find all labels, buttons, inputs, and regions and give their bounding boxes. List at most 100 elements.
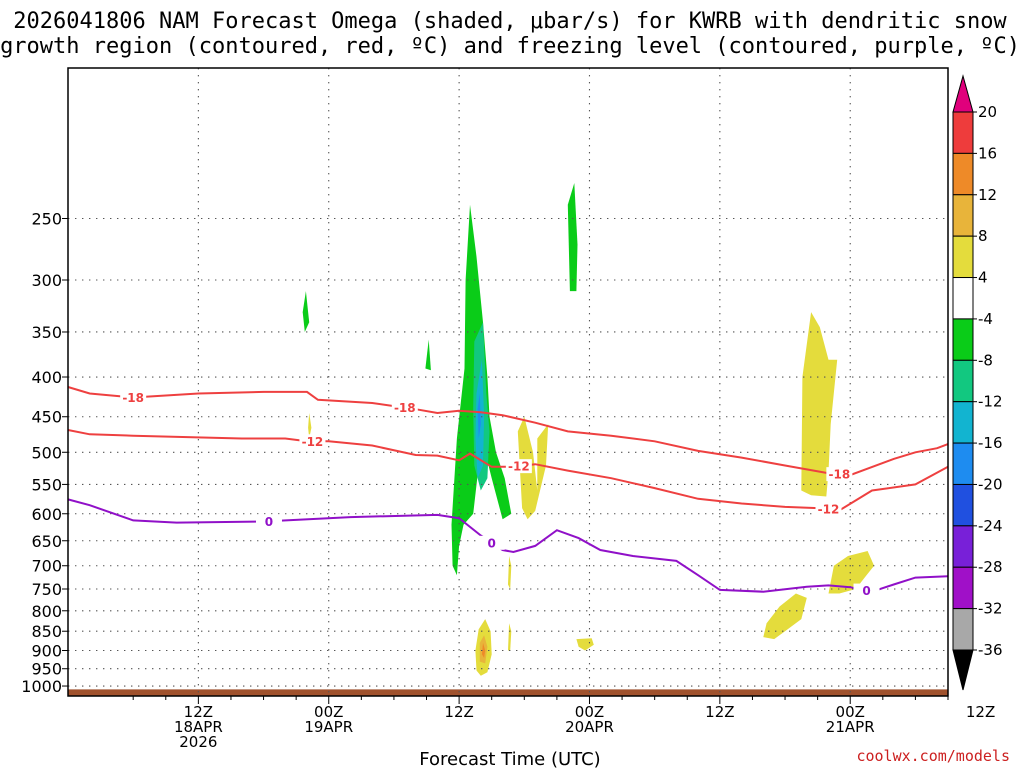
- y-tick-label-350: 350: [31, 323, 62, 342]
- plot-background: [68, 68, 948, 696]
- contour-label-bg-2-1: [478, 535, 505, 550]
- colorbar-label-11: -28: [978, 558, 1003, 576]
- y-tick-label-300: 300: [31, 271, 62, 290]
- x-tick-label-5-1: 21APR: [826, 718, 875, 736]
- shaded-region-10: [763, 593, 807, 640]
- x-tick-label-0-1: 18APR: [174, 718, 223, 736]
- shaded-region-7: [517, 416, 549, 520]
- contour-label-bg-2-2: [853, 583, 880, 598]
- shaded-region-17: [308, 413, 312, 439]
- x-axis-label: Forecast Time (UTC): [419, 749, 600, 768]
- colorbar-label-0: 20: [978, 103, 997, 121]
- y-tick-label-700: 700: [31, 557, 62, 576]
- contour-label-1-2: -12: [818, 503, 840, 517]
- shaded-region-9: [828, 551, 875, 594]
- contour-label-0-2: -18: [829, 468, 851, 482]
- contour-label-bg-1-1: [505, 459, 532, 474]
- colorbar-label-10: -24: [978, 517, 1003, 535]
- colorbar-bin-10: [952, 483, 974, 527]
- x-tick-label-0-0: 12Z: [184, 703, 213, 721]
- contour-line-2: [67, 498, 949, 593]
- plot-area: -18 -18 -18 -12 -12 -12 0 0 0: [67, 67, 949, 697]
- colorbar-bin-3: [952, 194, 974, 237]
- colorbar-bin-12: [952, 566, 974, 610]
- contour-label-2-0: 0: [265, 515, 273, 529]
- x-tick-label-6-0: 12Z: [966, 703, 995, 721]
- y-tick-label-450: 450: [31, 408, 62, 427]
- y-tick-label-800: 800: [31, 602, 62, 621]
- colorbar-label-9: -20: [978, 475, 1003, 493]
- contour-label-bg-1-0: [299, 434, 326, 449]
- colorbar-bin-13: [952, 608, 974, 651]
- contour-label-1-0: -12: [302, 435, 324, 449]
- x-tick-label-5-0: 00Z: [836, 703, 865, 721]
- x-tick-label-0-2: 2026: [179, 733, 217, 751]
- shaded-region-3: [477, 393, 481, 439]
- terrain-layer: [68, 689, 948, 696]
- colorbar-bin-4: [952, 235, 974, 279]
- colorbar-label-6: -8: [978, 351, 993, 369]
- shaded-region-5: [302, 291, 310, 332]
- contour-label-2-1: 0: [488, 536, 496, 550]
- contour-label-bg-1-2: [815, 502, 842, 517]
- x-tick-label-3-0: 00Z: [575, 703, 604, 721]
- colorbar-label-12: -32: [978, 600, 1003, 618]
- colorbar-bin-2: [952, 152, 974, 196]
- colorbar-label-3: 8: [978, 227, 988, 245]
- colorbar-label-5: -4: [978, 310, 993, 328]
- y-tick-label-1000: 1000: [21, 677, 62, 696]
- chart-title-line-2: growth region (contoured, red, ºC) and f…: [0, 34, 1020, 59]
- y-tick-label-850: 850: [31, 622, 62, 641]
- colorbar-bin-5: [952, 277, 974, 320]
- credit-text: coolwx.com/models: [856, 747, 1010, 765]
- x-tick-label-2-0: 12Z: [444, 703, 473, 721]
- x-tick-label-4-0: 12Z: [705, 703, 734, 721]
- colorbar-top-arrow: [952, 74, 974, 113]
- colorbar-bin-7: [952, 359, 974, 403]
- colorbar-label-4: 4: [978, 269, 988, 287]
- colorbar-bin-6: [952, 318, 974, 361]
- colorbar-label-1: 16: [978, 144, 997, 162]
- colorbar-label-13: -36: [978, 641, 1003, 659]
- colorbar-bin-9: [952, 442, 974, 485]
- y-tick-label-600: 600: [31, 505, 62, 524]
- y-tick-label-750: 750: [31, 580, 62, 599]
- y-axis-pressure: 2503003504004505005506006507007508008509…: [21, 210, 68, 696]
- temperature-contours: -18 -18 -18 -12 -12 -12 0 0 0: [67, 386, 949, 598]
- shaded-region-6: [425, 339, 431, 371]
- colorbar-label-8: -16: [978, 434, 1003, 452]
- contour-label-bg-0-2: [826, 467, 853, 482]
- y-tick-label-250: 250: [31, 210, 62, 229]
- contour-label-bg-2-0: [255, 514, 282, 529]
- colorbar-label-7: -12: [978, 393, 1003, 411]
- shaded-region-16: [576, 638, 594, 651]
- colorbar-label-2: 12: [978, 186, 997, 204]
- contour-label-bg-0-0: [120, 390, 147, 405]
- chart-title-line-1: 2026041806 NAM Forecast Omega (shaded, μ…: [13, 9, 1007, 34]
- terrain-fill: [68, 689, 948, 696]
- x-tick-label-1-0: 00Z: [314, 703, 343, 721]
- contour-label-bg-0-1: [391, 400, 418, 415]
- y-tick-label-900: 900: [31, 641, 62, 660]
- colorbar-bin-1: [952, 111, 974, 154]
- x-tick-label-3-1: 20APR: [565, 718, 614, 736]
- y-tick-label-550: 550: [31, 475, 62, 494]
- shaded-region-13: [481, 642, 486, 658]
- shaded-region-15: [508, 623, 512, 651]
- shaded-region-8: [801, 312, 838, 497]
- colorbar-bin-8: [952, 401, 974, 444]
- y-tick-label-650: 650: [31, 532, 62, 551]
- omega-shading: [302, 183, 875, 676]
- y-tick-label-500: 500: [31, 443, 62, 462]
- y-tick-label-400: 400: [31, 368, 62, 387]
- contour-label-0-1: -18: [394, 401, 416, 415]
- contour-line-1: [67, 429, 949, 512]
- y-tick-label-950: 950: [31, 660, 62, 679]
- colorbar-bin-11: [952, 525, 974, 568]
- shaded-region-4: [567, 183, 578, 292]
- contour-label-0-0: -18: [122, 391, 144, 405]
- shaded-region-14: [508, 556, 512, 589]
- plot-frame: [67, 67, 949, 697]
